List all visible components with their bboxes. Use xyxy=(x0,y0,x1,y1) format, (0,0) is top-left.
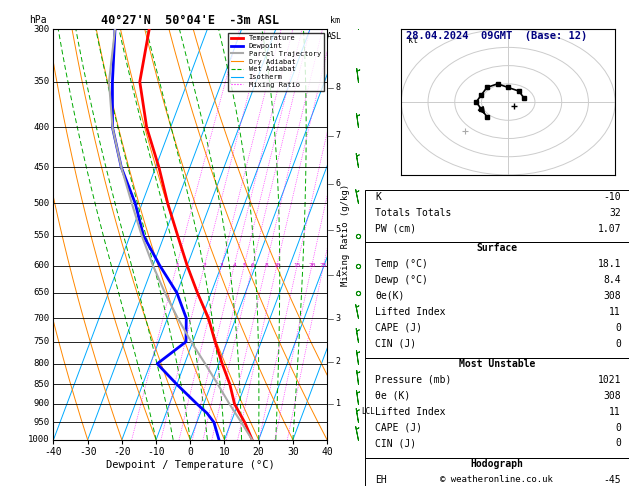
Text: Temp (°C): Temp (°C) xyxy=(376,259,428,269)
Text: 350: 350 xyxy=(33,77,49,86)
Text: 11: 11 xyxy=(610,407,621,417)
Text: km: km xyxy=(330,16,340,25)
Text: 550: 550 xyxy=(33,231,49,241)
X-axis label: Dewpoint / Temperature (°C): Dewpoint / Temperature (°C) xyxy=(106,460,275,469)
Text: 0: 0 xyxy=(615,323,621,333)
Text: 400: 400 xyxy=(33,123,49,132)
Text: K: K xyxy=(376,192,381,202)
Text: PW (cm): PW (cm) xyxy=(376,224,416,234)
Legend: Temperature, Dewpoint, Parcel Trajectory, Dry Adiabat, Wet Adiabat, Isotherm, Mi: Temperature, Dewpoint, Parcel Trajectory… xyxy=(228,33,323,90)
Text: 7: 7 xyxy=(336,131,341,140)
Text: 20: 20 xyxy=(308,263,316,268)
Text: CAPE (J): CAPE (J) xyxy=(376,323,423,333)
Text: Lifted Index: Lifted Index xyxy=(376,307,446,317)
Text: Hodograph: Hodograph xyxy=(470,459,523,469)
Text: 10: 10 xyxy=(273,263,281,268)
Text: Mixing Ratio (g/kg): Mixing Ratio (g/kg) xyxy=(341,183,350,286)
Text: 900: 900 xyxy=(33,399,49,408)
Text: 0: 0 xyxy=(615,422,621,433)
Bar xyxy=(365,190,629,242)
Text: 11: 11 xyxy=(610,307,621,317)
Text: θe(K): θe(K) xyxy=(376,291,405,301)
Title: 40°27'N  50°04'E  -3m ASL: 40°27'N 50°04'E -3m ASL xyxy=(101,14,279,27)
Text: Dewp (°C): Dewp (°C) xyxy=(376,275,428,285)
Text: 3: 3 xyxy=(336,314,341,323)
Text: 18.1: 18.1 xyxy=(598,259,621,269)
Text: CIN (J): CIN (J) xyxy=(376,438,416,449)
Text: hPa: hPa xyxy=(29,15,47,25)
Text: 0: 0 xyxy=(615,438,621,449)
Text: 4: 4 xyxy=(336,270,341,279)
Text: 8: 8 xyxy=(264,263,268,268)
Bar xyxy=(365,242,629,358)
Text: 800: 800 xyxy=(33,359,49,368)
Text: 8: 8 xyxy=(336,83,341,92)
Text: ASL: ASL xyxy=(327,33,342,41)
Text: -10: -10 xyxy=(603,192,621,202)
Text: EH: EH xyxy=(376,475,387,485)
Text: 6: 6 xyxy=(251,263,255,268)
Text: © weatheronline.co.uk: © weatheronline.co.uk xyxy=(440,475,554,484)
Bar xyxy=(365,457,629,486)
Text: CAPE (J): CAPE (J) xyxy=(376,422,423,433)
Text: 600: 600 xyxy=(33,261,49,270)
Text: 5: 5 xyxy=(336,225,341,234)
Text: 2: 2 xyxy=(203,263,206,268)
Text: 5: 5 xyxy=(242,263,246,268)
Text: 308: 308 xyxy=(603,291,621,301)
Text: 500: 500 xyxy=(33,199,49,208)
Text: 1000: 1000 xyxy=(28,435,49,444)
Text: 1: 1 xyxy=(175,263,179,268)
Text: 700: 700 xyxy=(33,313,49,323)
Text: CIN (J): CIN (J) xyxy=(376,339,416,348)
Text: Lifted Index: Lifted Index xyxy=(376,407,446,417)
Text: 0: 0 xyxy=(615,339,621,348)
Text: 450: 450 xyxy=(33,163,49,172)
Text: 1.07: 1.07 xyxy=(598,224,621,234)
Text: LCL: LCL xyxy=(362,407,376,416)
Text: 650: 650 xyxy=(33,288,49,297)
Text: Surface: Surface xyxy=(476,243,518,253)
Text: 750: 750 xyxy=(33,337,49,346)
Text: 3: 3 xyxy=(220,263,223,268)
Text: 15: 15 xyxy=(293,263,301,268)
Text: 25: 25 xyxy=(320,263,327,268)
Text: 28.04.2024  09GMT  (Base: 12): 28.04.2024 09GMT (Base: 12) xyxy=(406,31,587,41)
Bar xyxy=(365,358,629,457)
Text: 32: 32 xyxy=(610,208,621,218)
Text: 1021: 1021 xyxy=(598,375,621,385)
Text: 300: 300 xyxy=(33,25,49,34)
Text: Most Unstable: Most Unstable xyxy=(459,359,535,369)
Text: 4: 4 xyxy=(232,263,236,268)
Text: 308: 308 xyxy=(603,391,621,401)
Text: kt: kt xyxy=(408,36,418,46)
Text: Totals Totals: Totals Totals xyxy=(376,208,452,218)
Text: 950: 950 xyxy=(33,418,49,427)
Text: 8.4: 8.4 xyxy=(603,275,621,285)
Text: 6: 6 xyxy=(336,179,341,188)
Text: 1: 1 xyxy=(336,399,341,408)
Text: 850: 850 xyxy=(33,380,49,389)
Text: θe (K): θe (K) xyxy=(376,391,411,401)
Text: Pressure (mb): Pressure (mb) xyxy=(376,375,452,385)
Text: 2: 2 xyxy=(336,357,341,366)
Text: -45: -45 xyxy=(603,475,621,485)
